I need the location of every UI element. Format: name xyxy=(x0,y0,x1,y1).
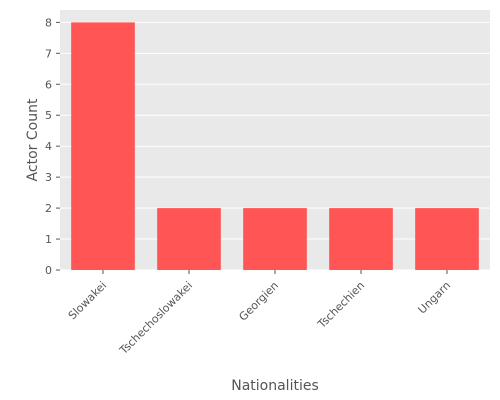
x-axis-title: Nationalities xyxy=(231,378,319,394)
x-axis-ticks: Slowakei Tschechoslowakei Georgien Tschechi… xyxy=(66,270,453,358)
x-tick-label: Georgien xyxy=(236,279,281,324)
y-axis-title: Actor Count xyxy=(25,98,41,181)
y-axis-ticks: 0 1 2 3 4 5 6 7 8 xyxy=(45,16,60,277)
bar-slowakei xyxy=(71,22,135,271)
x-tick-label: Ungarn xyxy=(416,279,454,317)
bar-tschechien xyxy=(329,208,393,270)
y-tick-label: 0 xyxy=(45,264,52,277)
y-tick-label: 6 xyxy=(45,78,52,91)
y-tick-label: 8 xyxy=(45,16,52,29)
bars xyxy=(71,22,479,271)
x-tick-label: Tschechoslowakei xyxy=(116,279,195,358)
y-tick-label: 5 xyxy=(45,109,52,122)
y-tick-label: 4 xyxy=(45,140,52,153)
y-tick-label: 2 xyxy=(45,202,52,215)
y-tick-label: 3 xyxy=(45,171,52,184)
y-tick-label: 7 xyxy=(45,47,52,60)
y-tick-label: 1 xyxy=(45,233,52,246)
bar-ungarn xyxy=(415,208,479,270)
bar-georgien xyxy=(243,208,307,270)
x-tick-label: Slowakei xyxy=(66,279,109,322)
bar-tschechoslowakei xyxy=(157,208,221,270)
x-tick-label: Tschechien xyxy=(315,279,368,332)
